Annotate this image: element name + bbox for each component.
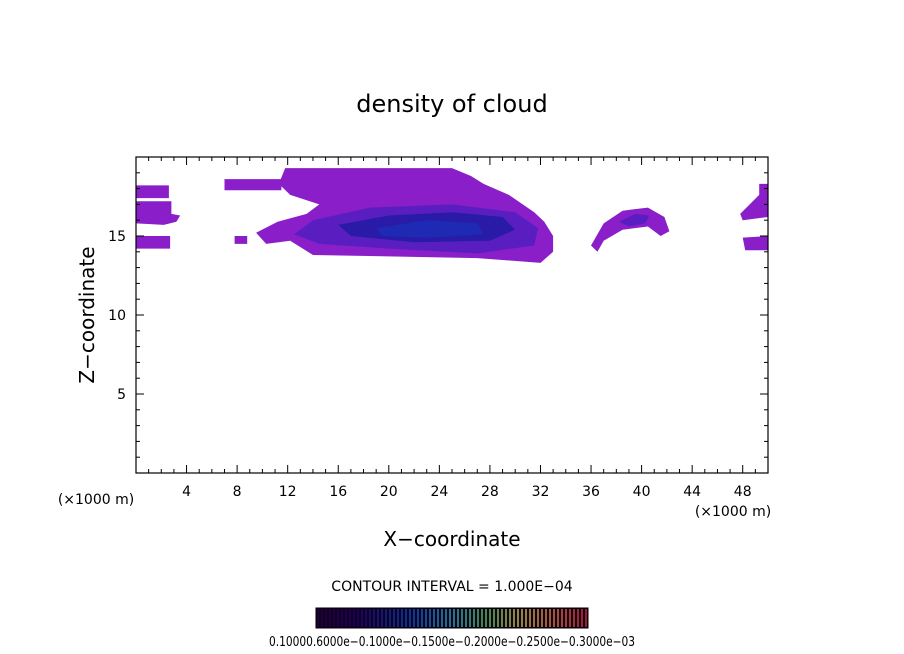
colorbar-frame (315, 607, 589, 629)
x-tick-label: 48 (734, 484, 752, 500)
cloud-region-11 (740, 183, 768, 221)
x-tick-label: 16 (329, 484, 347, 500)
plot-regions (136, 168, 768, 263)
y-axis-label: Z−coordinate (75, 246, 99, 383)
cloud-region-9 (591, 207, 670, 252)
y-tick-label: 10 (108, 308, 126, 324)
x-tick-label: 24 (430, 484, 448, 500)
x-tick-label: 8 (233, 484, 242, 500)
x-tick-label: 40 (633, 484, 651, 500)
cloud-region-0 (136, 201, 181, 225)
x-tick-label: 36 (582, 484, 600, 500)
x-tick-label: 4 (182, 484, 191, 500)
cloud-region-2 (136, 236, 171, 249)
y-tick-label: 5 (117, 387, 126, 403)
x-axis-ticks: 4 8 12 16 20 24 28 32 36 40 44 48 (148, 157, 756, 500)
x-tick-label: 32 (532, 484, 550, 500)
contour-interval-label: CONTOUR INTERVAL = 1.000E−04 (331, 579, 572, 595)
cloud-region-3 (224, 179, 282, 191)
x-unit-right: (×1000 m) (695, 504, 771, 520)
cloud-region-8 (376, 220, 484, 238)
chart-title: density of cloud (356, 90, 547, 118)
cloud-region-12 (742, 236, 768, 251)
cloud-region-10 (618, 213, 650, 227)
x-tick-label: 12 (279, 484, 297, 500)
x-tick-label: 44 (683, 484, 701, 500)
cloud-region-4 (234, 236, 248, 244)
x-tick-label: 28 (481, 484, 499, 500)
x-axis-label: X−coordinate (383, 527, 520, 551)
cloud-region-1 (136, 185, 169, 199)
x-unit-left: (×1000 m) (58, 492, 134, 508)
colorbar (316, 608, 588, 628)
y-axis-ticks: 5 10 15 (108, 172, 768, 458)
colorbar-labels: 0.10000.6000e−0.1000e−0.1500e−0.2000e−0.… (269, 635, 635, 650)
y-tick-label: 15 (108, 229, 126, 245)
x-tick-label: 20 (380, 484, 398, 500)
